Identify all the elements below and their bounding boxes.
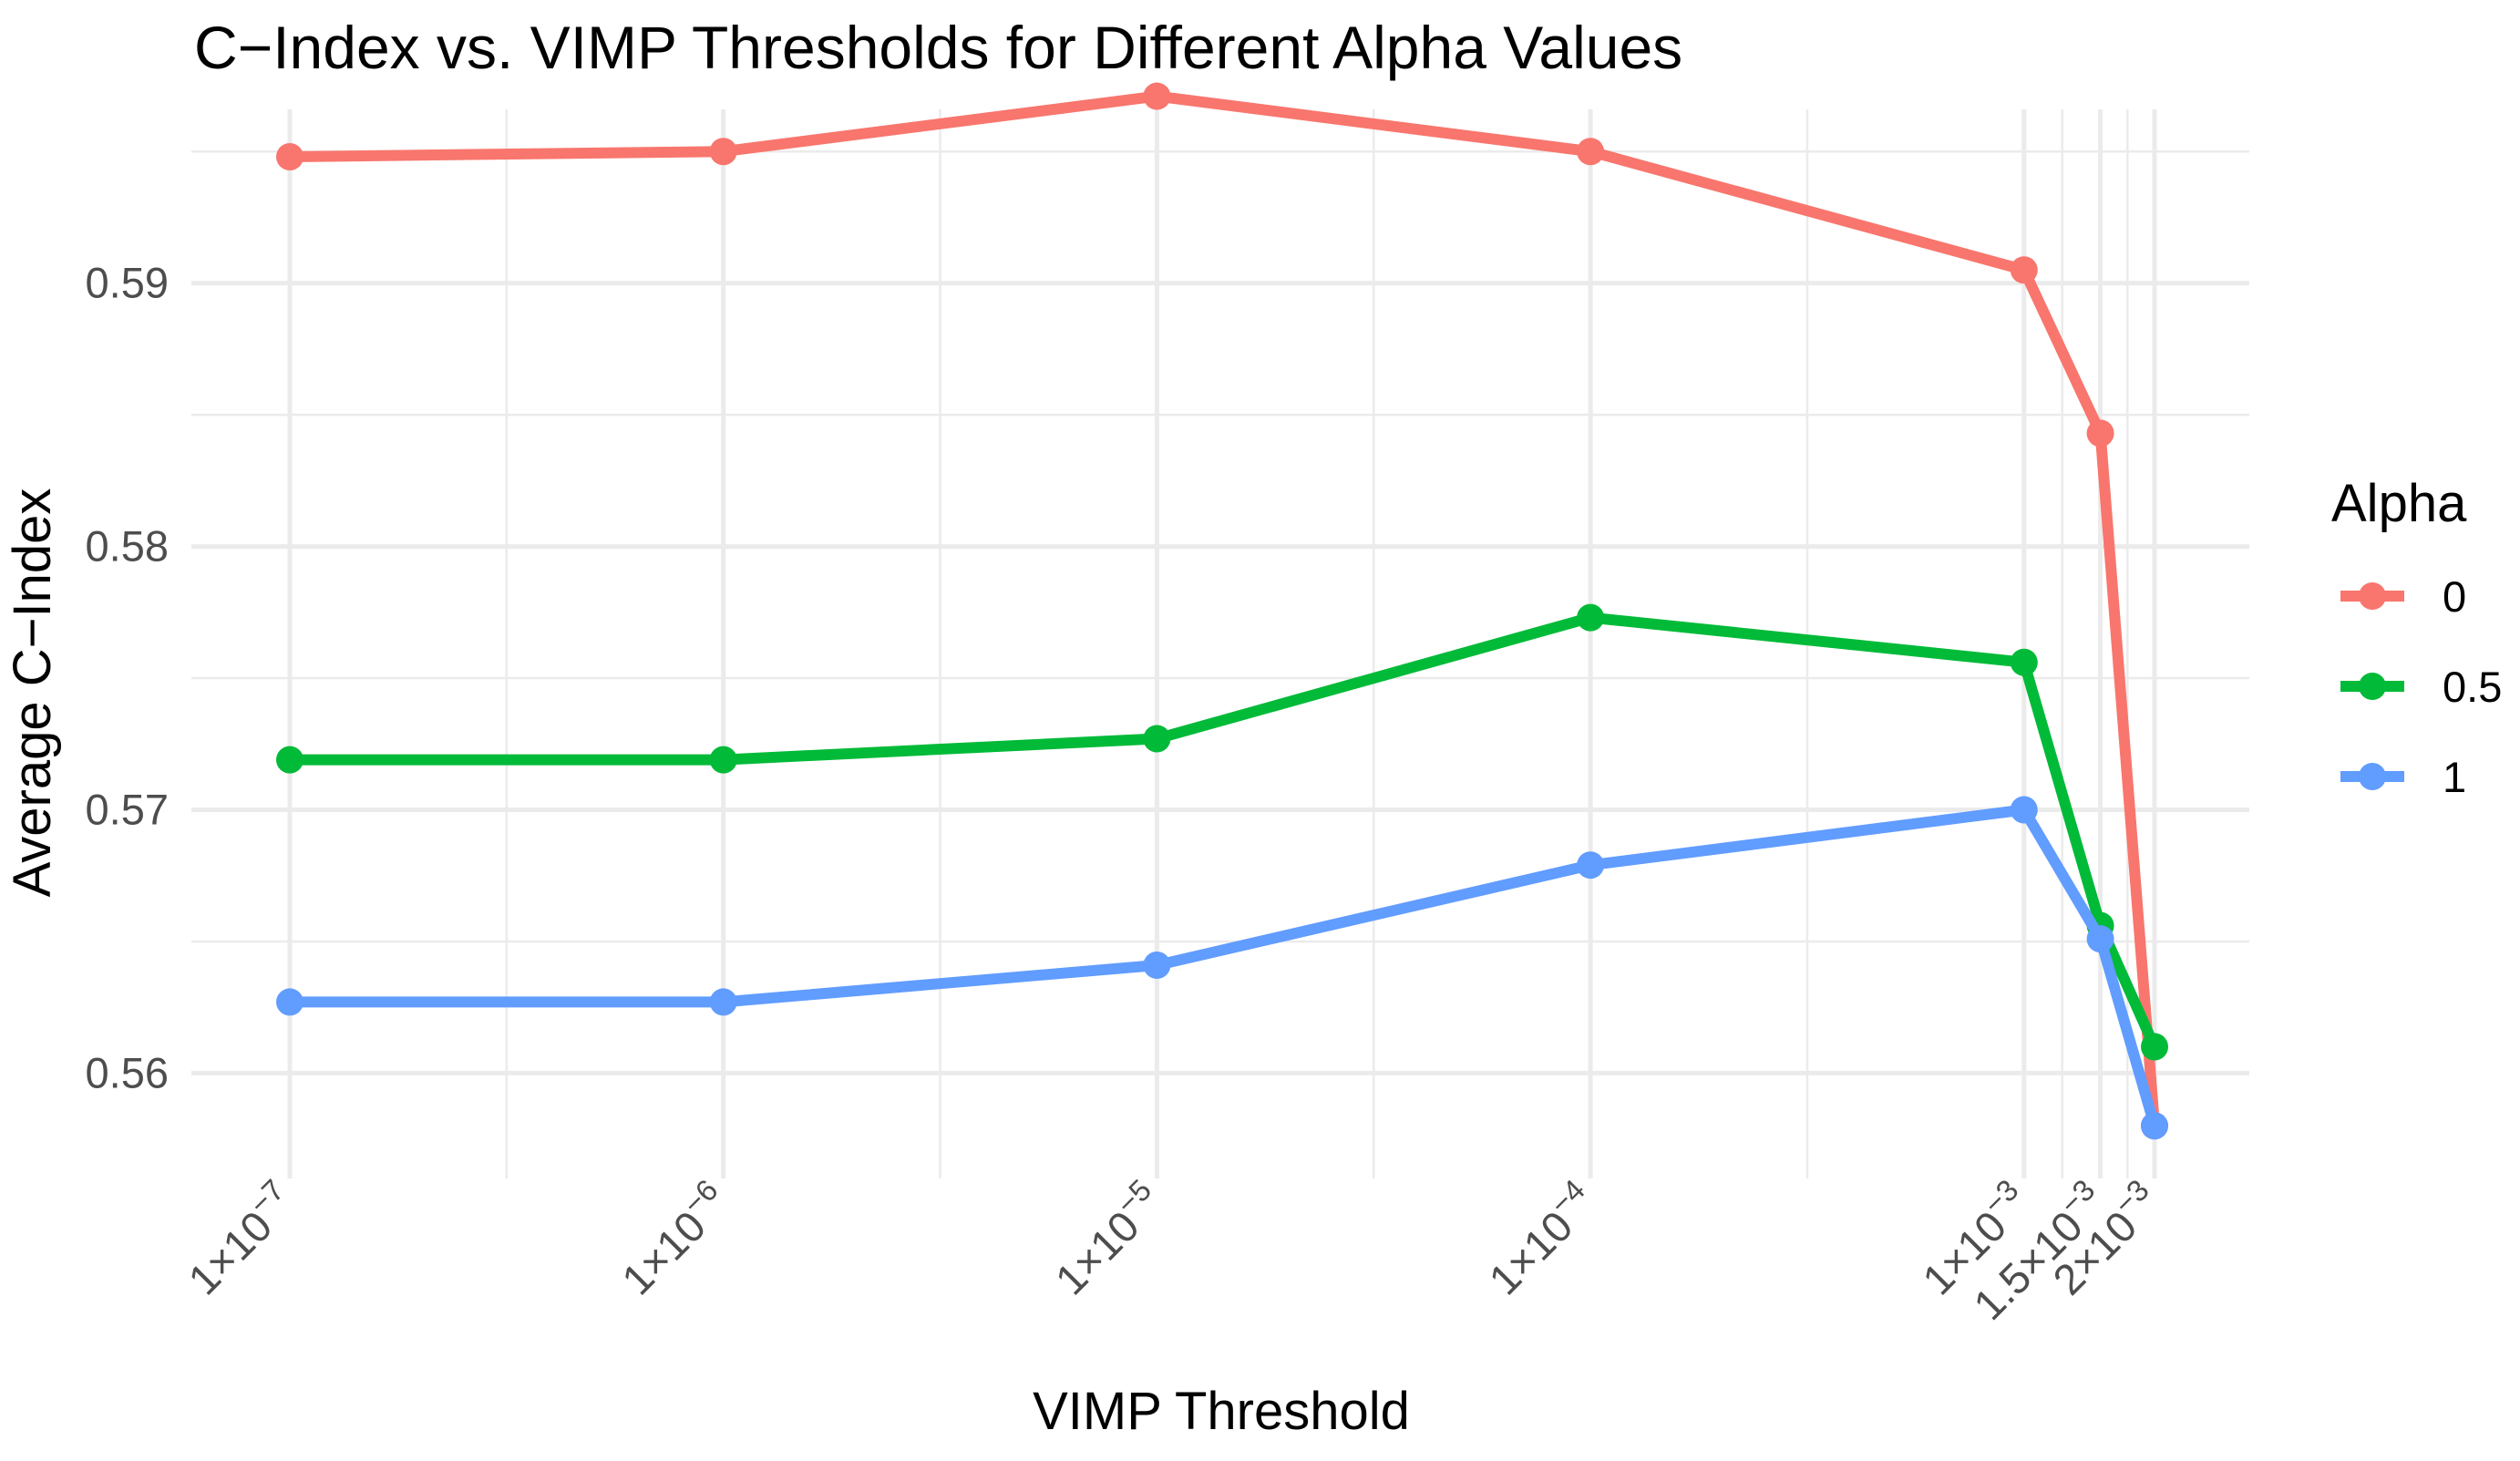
data-point-alpha-0: [709, 138, 737, 166]
legend-key-point-0.5: [2359, 673, 2386, 700]
y-tick-labels: 0.56 0.57 0.58 0.59: [86, 259, 169, 1097]
legend-key-point-0: [2359, 582, 2386, 610]
chart-title: C−Index vs. VIMP Thresholds for Differen…: [194, 14, 1682, 81]
legend-label: 1: [2443, 753, 2466, 801]
y-tick-label: 0.59: [86, 259, 169, 307]
data-point-alpha-0: [2086, 419, 2114, 448]
x-tick-labels: 1×10−71×10−61×10−51×10−41×10−31.5×10−32×…: [174, 1173, 2155, 1330]
legend-title: Alpha: [2331, 474, 2467, 533]
data-point-alpha-0: [1143, 82, 1171, 110]
x-axis-title: VIMP Threshold: [1033, 1382, 1410, 1441]
y-tick-label: 0.58: [86, 522, 169, 571]
data-point-alpha-0.5: [1143, 725, 1171, 753]
y-tick-label: 0.57: [86, 786, 169, 834]
data-point-alpha-0.5: [276, 746, 303, 774]
legend-label: 0: [2443, 572, 2466, 621]
data-point-alpha-1: [1577, 851, 1605, 880]
data-point-alpha-1: [276, 988, 303, 1016]
data-point-alpha-1: [709, 988, 737, 1016]
x-tick-label: 1×10−4: [1475, 1173, 1606, 1304]
series-line-alpha-1: [290, 804, 2160, 1127]
data-point-alpha-0.5: [2141, 1033, 2168, 1061]
data-point-alpha-0.5: [2010, 648, 2038, 676]
data-point-alpha-1: [2141, 1112, 2168, 1140]
x-tick-label: 1×10−5: [1042, 1173, 1173, 1304]
data-point-alpha-0.5: [1577, 603, 1605, 632]
y-axis-title: Average C−Index: [3, 489, 62, 898]
series-line-alpha-0: [289, 90, 2160, 1127]
legend-key-point-1: [2359, 763, 2386, 790]
data-point-alpha-0: [2010, 256, 2038, 284]
data-point-alpha-0: [1577, 138, 1605, 166]
data-point-alpha-1: [2010, 796, 2038, 824]
data-point-alpha-1: [1143, 951, 1171, 979]
legend: Alpha 0 0.5 1: [2331, 474, 2502, 801]
legend-label: 0.5: [2443, 663, 2502, 711]
data-point-alpha-0.5: [709, 746, 737, 774]
grid: [191, 109, 2249, 1178]
y-tick-label: 0.56: [86, 1048, 169, 1096]
series-group: [276, 82, 2168, 1140]
data-point-alpha-0: [276, 143, 303, 171]
data-point-alpha-1: [2086, 925, 2114, 953]
x-tick-label: 1×10−6: [608, 1173, 739, 1304]
x-tick-label: 1×10−7: [174, 1173, 305, 1304]
